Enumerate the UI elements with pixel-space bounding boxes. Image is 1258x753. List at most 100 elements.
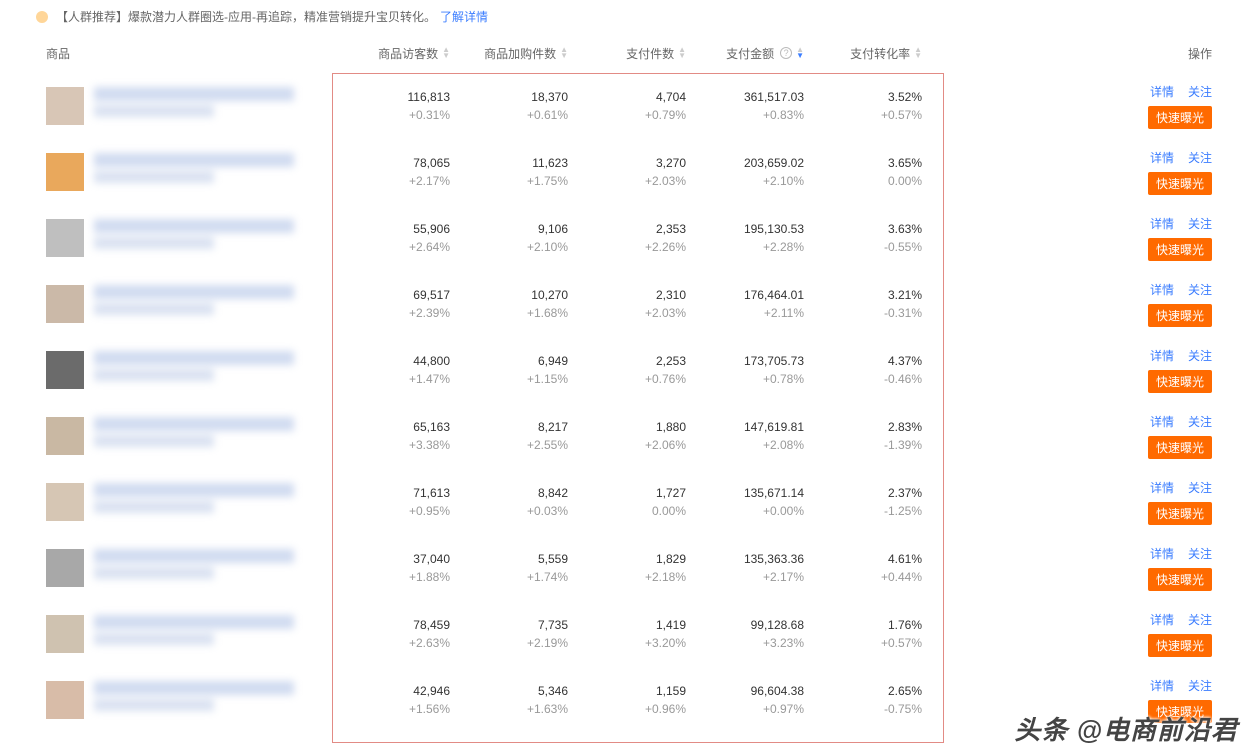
detail-link[interactable]: 详情: [1150, 413, 1174, 430]
product-cell[interactable]: [36, 351, 332, 389]
cell-payrate: 2.65%-0.75%: [804, 682, 922, 718]
cell-payrate: 3.63%-0.55%: [804, 220, 922, 256]
follow-link[interactable]: 关注: [1188, 413, 1212, 430]
detail-link[interactable]: 详情: [1150, 677, 1174, 694]
product-cell[interactable]: [36, 285, 332, 323]
col-payrate[interactable]: 支付转化率▲▼: [804, 45, 922, 62]
cell-payqty: 1,880+2.06%: [568, 418, 686, 454]
banner-link[interactable]: 了解详情: [440, 8, 488, 25]
expose-button[interactable]: 快速曝光: [1148, 502, 1212, 525]
cell-visitors: 42,946+1.56%: [332, 682, 450, 718]
col-payamt[interactable]: 支付金额?▲▼: [686, 45, 804, 62]
warning-dot-icon: [36, 11, 48, 23]
product-thumb: [46, 153, 84, 191]
expose-button[interactable]: 快速曝光: [1148, 568, 1212, 591]
follow-link[interactable]: 关注: [1188, 215, 1212, 232]
detail-link[interactable]: 详情: [1150, 545, 1174, 562]
sort-icon: ▲▼: [560, 47, 568, 59]
table-row: 116,813+0.31% 18,370+0.61% 4,704+0.79% 3…: [36, 73, 1222, 139]
col-ops: 操作: [1042, 45, 1222, 62]
sort-icon: ▲▼: [442, 47, 450, 59]
product-thumb: [46, 549, 84, 587]
table-header: 商品 商品访客数▲▼ 商品加购件数▲▼ 支付件数▲▼ 支付金额?▲▼ 支付转化率…: [36, 33, 1222, 73]
product-cell[interactable]: [36, 483, 332, 521]
cell-visitors: 116,813+0.31%: [332, 88, 450, 124]
expose-button[interactable]: 快速曝光: [1148, 304, 1212, 327]
cell-visitors: 71,613+0.95%: [332, 484, 450, 520]
product-cell[interactable]: [36, 219, 332, 257]
table-row: 55,906+2.64% 9,106+2.10% 2,353+2.26% 195…: [36, 205, 1222, 271]
product-cell[interactable]: [36, 549, 332, 587]
product-thumb: [46, 417, 84, 455]
cell-payamt: 195,130.53+2.28%: [686, 220, 804, 256]
table-body: 116,813+0.31% 18,370+0.61% 4,704+0.79% 3…: [36, 73, 1222, 733]
cell-payrate: 1.76%+0.57%: [804, 616, 922, 652]
product-thumb: [46, 351, 84, 389]
expose-button[interactable]: 快速曝光: [1148, 238, 1212, 261]
product-cell[interactable]: [36, 681, 332, 719]
detail-link[interactable]: 详情: [1150, 479, 1174, 496]
product-cell[interactable]: [36, 153, 332, 191]
ops-cell: 详情 关注 快速曝光: [1042, 413, 1222, 459]
expose-button[interactable]: 快速曝光: [1148, 370, 1212, 393]
cell-addcart: 10,270+1.68%: [450, 286, 568, 322]
detail-link[interactable]: 详情: [1150, 215, 1174, 232]
col-visitors[interactable]: 商品访客数▲▼: [332, 45, 450, 62]
detail-link[interactable]: 详情: [1150, 149, 1174, 166]
product-thumb: [46, 615, 84, 653]
cell-addcart: 11,623+1.75%: [450, 154, 568, 190]
product-cell[interactable]: [36, 417, 332, 455]
cell-payqty: 2,353+2.26%: [568, 220, 686, 256]
cell-payqty: 1,829+2.18%: [568, 550, 686, 586]
expose-button[interactable]: 快速曝光: [1148, 172, 1212, 195]
follow-link[interactable]: 关注: [1188, 149, 1212, 166]
product-title-blurred: [94, 219, 294, 251]
table-row: 78,459+2.63% 7,735+2.19% 1,419+3.20% 99,…: [36, 601, 1222, 667]
follow-link[interactable]: 关注: [1188, 347, 1212, 364]
product-thumb: [46, 219, 84, 257]
cell-payqty: 1,419+3.20%: [568, 616, 686, 652]
follow-link[interactable]: 关注: [1188, 281, 1212, 298]
follow-link[interactable]: 关注: [1188, 611, 1212, 628]
detail-link[interactable]: 详情: [1150, 281, 1174, 298]
product-cell[interactable]: [36, 87, 332, 125]
cell-payrate: 3.21%-0.31%: [804, 286, 922, 322]
cell-payqty: 2,253+0.76%: [568, 352, 686, 388]
expose-button[interactable]: 快速曝光: [1148, 106, 1212, 129]
ops-cell: 详情 关注 快速曝光: [1042, 83, 1222, 129]
follow-link[interactable]: 关注: [1188, 545, 1212, 562]
product-title-blurred: [94, 417, 294, 449]
product-title-blurred: [94, 549, 294, 581]
cell-payamt: 96,604.38+0.97%: [686, 682, 804, 718]
cell-payrate: 4.37%-0.46%: [804, 352, 922, 388]
table-row: 65,163+3.38% 8,217+2.55% 1,880+2.06% 147…: [36, 403, 1222, 469]
expose-button[interactable]: 快速曝光: [1148, 436, 1212, 459]
cell-payamt: 361,517.03+0.83%: [686, 88, 804, 124]
product-cell[interactable]: [36, 615, 332, 653]
follow-link[interactable]: 关注: [1188, 479, 1212, 496]
detail-link[interactable]: 详情: [1150, 611, 1174, 628]
sort-icon: ▲▼: [678, 47, 686, 59]
cell-payrate: 3.65%0.00%: [804, 154, 922, 190]
follow-link[interactable]: 关注: [1188, 83, 1212, 100]
table-row: 44,800+1.47% 6,949+1.15% 2,253+0.76% 173…: [36, 337, 1222, 403]
cell-visitors: 37,040+1.88%: [332, 550, 450, 586]
follow-link[interactable]: 关注: [1188, 677, 1212, 694]
product-thumb: [46, 87, 84, 125]
product-title-blurred: [94, 351, 294, 383]
col-payqty[interactable]: 支付件数▲▼: [568, 45, 686, 62]
col-addcart[interactable]: 商品加购件数▲▼: [450, 45, 568, 62]
cell-addcart: 5,346+1.63%: [450, 682, 568, 718]
cell-visitors: 55,906+2.64%: [332, 220, 450, 256]
sort-icon: ▲▼: [914, 47, 922, 59]
table-row: 71,613+0.95% 8,842+0.03% 1,7270.00% 135,…: [36, 469, 1222, 535]
cell-payamt: 176,464.01+2.11%: [686, 286, 804, 322]
ops-cell: 详情 关注 快速曝光: [1042, 149, 1222, 195]
detail-link[interactable]: 详情: [1150, 83, 1174, 100]
expose-button[interactable]: 快速曝光: [1148, 634, 1212, 657]
detail-link[interactable]: 详情: [1150, 347, 1174, 364]
cell-payrate: 2.37%-1.25%: [804, 484, 922, 520]
banner-tag: 【人群推荐】: [56, 8, 128, 25]
ops-cell: 详情 关注 快速曝光: [1042, 611, 1222, 657]
cell-addcart: 8,842+0.03%: [450, 484, 568, 520]
